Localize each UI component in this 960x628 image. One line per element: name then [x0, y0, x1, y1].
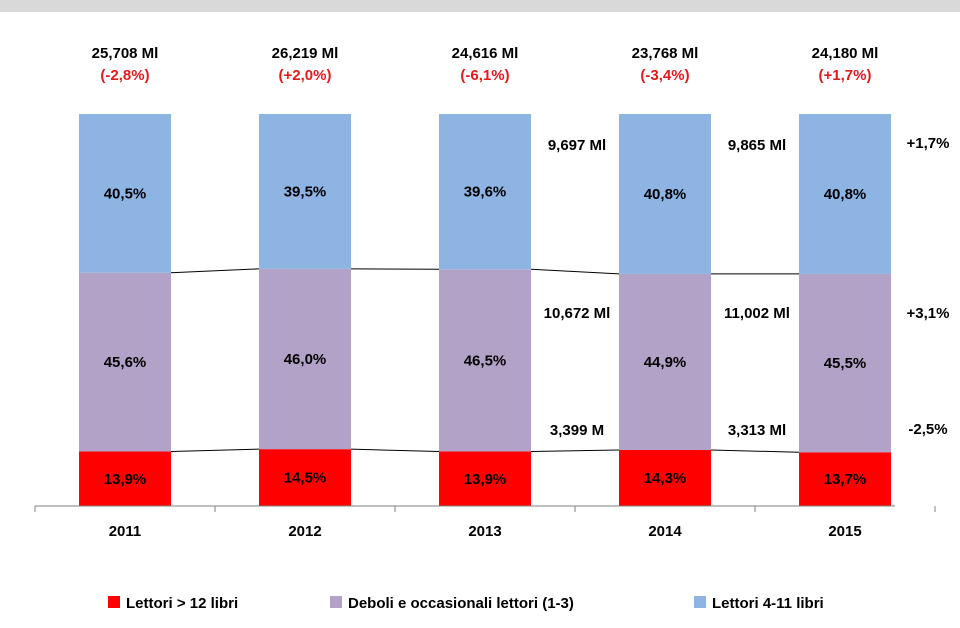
data-label-2013-series-2: 39,6% [464, 184, 507, 201]
data-label-2013-series-1: 46,5% [464, 352, 507, 369]
total-change-label-2013: (-6,1%) [460, 67, 509, 84]
x-tick-label-2015: 2015 [828, 523, 861, 540]
bar-2013-series-2 [439, 114, 531, 270]
series-change-label-0: +1,7% [907, 135, 950, 152]
top-band [0, 0, 960, 12]
data-label-2011-series-0: 13,9% [104, 471, 147, 488]
absolute-annotation-2: 10,672 Ml [544, 305, 611, 322]
data-label-2014-series-1: 44,9% [644, 354, 687, 371]
absolute-annotation-5: 3,313 Ml [728, 422, 786, 439]
bar-2014-series-0 [619, 449, 711, 506]
data-label-2015-series-1: 45,5% [824, 355, 867, 372]
total-label-2011: 25,708 Ml [92, 45, 159, 62]
bar-2015-series-0 [799, 452, 891, 506]
data-label-2015-series-0: 13,7% [824, 471, 867, 488]
total-label-2015: 24,180 Ml [812, 45, 879, 62]
legend-swatch-series-2 [694, 596, 706, 608]
data-label-2011-series-1: 45,6% [104, 354, 147, 371]
total-label-2013: 24,616 Ml [452, 45, 519, 62]
absolute-annotation-4: 3,399 M [550, 422, 604, 439]
legend-label-series-1: Deboli e occasionali lettori (1-3) [348, 595, 574, 612]
legend-label-series-0: Lettori > 12 libri [126, 595, 238, 612]
total-label-2012: 26,219 Ml [272, 45, 339, 62]
bar-2012-series-2 [259, 114, 351, 269]
absolute-annotation-1: 9,865 Ml [728, 137, 786, 154]
total-label-2014: 23,768 Ml [632, 45, 699, 62]
data-label-2014-series-0: 14,3% [644, 470, 687, 487]
series-change-label-1: +3,1% [907, 305, 950, 322]
legend-label-series-2: Lettori 4-11 libri [712, 595, 824, 612]
bar-2015-series-2 [799, 114, 891, 274]
absolute-annotation-3: 11,002 Ml [724, 305, 790, 322]
absolute-annotation-0: 9,697 Ml [548, 137, 606, 154]
x-tick-label-2011: 2011 [109, 523, 142, 540]
bar-2011-series-0 [79, 451, 171, 506]
bar-2012-series-1 [259, 268, 351, 450]
data-label-2012-series-2: 39,5% [284, 183, 327, 200]
total-change-label-2011: (-2,8%) [100, 67, 149, 84]
total-change-label-2015: (+1,7%) [819, 67, 872, 84]
legend-swatch-series-1 [330, 596, 342, 608]
bar-2013-series-0 [439, 451, 531, 506]
data-label-2012-series-0: 14,5% [284, 470, 327, 487]
data-label-2013-series-0: 13,9% [464, 471, 507, 488]
data-label-2015-series-2: 40,8% [824, 186, 867, 203]
bar-2011-series-2 [79, 114, 171, 273]
x-tick-label-2012: 2012 [288, 523, 321, 540]
bar-2014-series-1 [619, 273, 711, 450]
connector-line-1-1 [350, 448, 440, 453]
connector-line-1-3 [710, 449, 800, 453]
bar-2011-series-1 [79, 272, 171, 452]
total-change-label-2014: (-3,4%) [640, 67, 689, 84]
legend-swatch-series-0 [108, 596, 120, 608]
data-label-2012-series-1: 46,0% [284, 351, 327, 368]
x-tick-label-2014: 2014 [648, 523, 682, 540]
x-tick-label-2013: 2013 [468, 523, 501, 540]
series-change-label-2: -2,5% [908, 421, 947, 438]
connector-line-1-0 [170, 448, 260, 453]
bar-2014-series-2 [619, 114, 711, 274]
bar-2013-series-1 [439, 269, 531, 452]
bar-2015-series-1 [799, 273, 891, 453]
data-label-2014-series-2: 40,8% [644, 186, 687, 203]
connector-line-1-2 [530, 449, 620, 453]
connector-line-2-2 [530, 268, 620, 275]
data-label-2011-series-2: 40,5% [104, 185, 147, 202]
bar-2012-series-0 [259, 449, 351, 506]
connector-line-2-0 [170, 268, 260, 274]
total-change-label-2012: (+2,0%) [279, 67, 332, 84]
